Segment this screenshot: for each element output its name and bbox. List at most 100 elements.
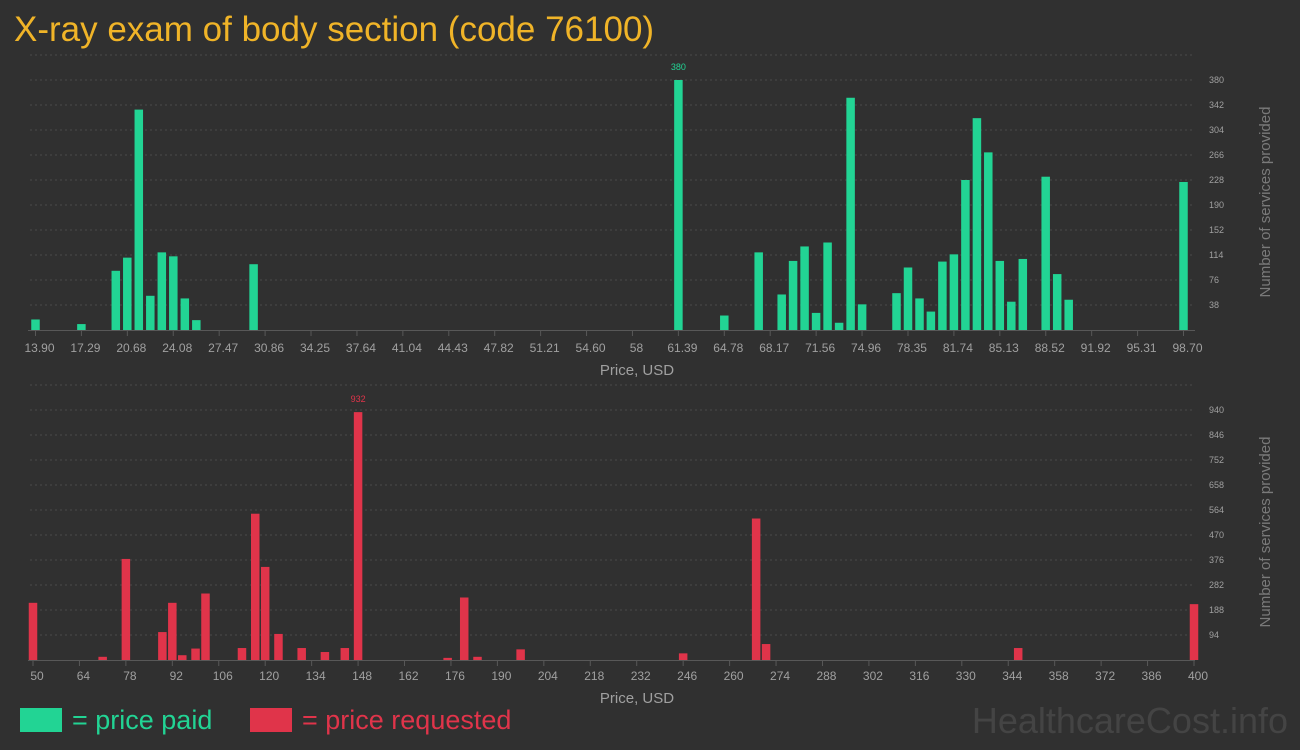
x-tick-label: 34.25 <box>300 341 330 355</box>
x-tick-label: 204 <box>538 669 558 683</box>
x-tick-label: 106 <box>213 669 233 683</box>
x-tick-label: 134 <box>306 669 326 683</box>
y-tick-label: 228 <box>1209 175 1224 185</box>
x-axis-label: Price, USD <box>600 362 674 379</box>
bar <box>459 597 469 660</box>
y-tick-label: 152 <box>1209 225 1224 235</box>
bar <box>720 315 729 330</box>
bar <box>260 566 270 660</box>
watermark: HealthcareCost.info <box>971 700 1288 741</box>
bar <box>903 267 913 330</box>
legend-paid: = price paid <box>20 704 212 736</box>
legend-paid-label: = price paid <box>72 704 213 735</box>
bar <box>961 180 970 330</box>
bar <box>949 254 959 330</box>
bar <box>249 264 258 330</box>
bar <box>1064 299 1073 330</box>
bar <box>320 652 330 660</box>
x-tick-label: 51.21 <box>530 341 560 355</box>
bar <box>995 260 1005 330</box>
x-tick-label: 13.90 <box>24 341 54 355</box>
y-tick-label: 114 <box>1209 250 1223 260</box>
x-tick-label: 148 <box>352 669 372 683</box>
peak-value-label: 932 <box>351 394 366 404</box>
y-axis-label: Number of services provided <box>1257 437 1274 628</box>
bar <box>146 295 155 330</box>
bar <box>754 252 763 330</box>
x-tick-label: 344 <box>1002 669 1022 683</box>
bar <box>788 260 798 330</box>
y-tick-label: 266 <box>1209 150 1224 160</box>
y-tick-label: 846 <box>1209 430 1224 440</box>
x-tick-label: 260 <box>724 669 744 683</box>
bar <box>250 513 260 660</box>
bar <box>123 257 132 330</box>
bar <box>134 109 144 331</box>
bar <box>158 632 167 660</box>
x-tick-label: 372 <box>1095 669 1115 683</box>
bar <box>1018 258 1028 330</box>
x-tick-label: 78 <box>123 669 137 683</box>
x-tick-label: 27.47 <box>208 341 238 355</box>
bar <box>823 242 832 330</box>
x-tick-label: 24.08 <box>162 341 192 355</box>
x-tick-label: 17.29 <box>70 341 100 355</box>
x-tick-label: 47.82 <box>484 341 514 355</box>
bar <box>678 653 688 660</box>
chart-panel-2: 94 188 282 376 470 564 658 752 846 940 50 64 78 92 106… <box>28 384 1274 707</box>
x-tick-label: 20.68 <box>116 341 146 355</box>
bar <box>192 320 201 330</box>
legend-requested-swatch <box>250 708 292 732</box>
x-tick-label: 358 <box>1049 669 1069 683</box>
bar <box>473 656 482 660</box>
y-tick-label: 342 <box>1209 100 1224 110</box>
x-tick-label: 54.60 <box>576 341 606 355</box>
bar <box>1007 301 1016 330</box>
y-tick-label: 658 <box>1209 480 1224 490</box>
y-tick-label: 564 <box>1209 505 1224 515</box>
legend-paid-swatch <box>20 708 62 732</box>
x-tick-label: 120 <box>259 669 279 683</box>
x-tick-label: 162 <box>399 669 419 683</box>
bar <box>1013 648 1023 660</box>
y-tick-label: 940 <box>1209 405 1224 415</box>
x-tick-label: 316 <box>909 669 929 683</box>
bar <box>777 294 786 330</box>
bar <box>168 602 177 660</box>
legend-requested-label: = price requested <box>302 704 512 735</box>
bar <box>761 644 771 660</box>
bar <box>98 656 107 660</box>
x-tick-label: 302 <box>863 669 883 683</box>
bar <box>857 304 867 330</box>
x-tick-label: 50 <box>30 669 44 683</box>
x-tick-label: 400 <box>1188 669 1208 683</box>
bar <box>121 558 131 660</box>
x-tick-label: 274 <box>770 669 790 683</box>
x-tick-label: 74.96 <box>851 341 881 355</box>
x-tick-label: 41.04 <box>392 341 422 355</box>
bar <box>846 97 855 331</box>
x-tick-label: 92 <box>170 669 184 683</box>
bar <box>201 593 210 660</box>
x-tick-label: 330 <box>956 669 976 683</box>
bar <box>926 311 936 330</box>
bar <box>180 298 190 330</box>
bar <box>178 655 187 660</box>
x-tick-label: 190 <box>491 669 511 683</box>
x-tick-label: 58 <box>630 341 644 355</box>
bar <box>800 246 809 330</box>
x-tick-label: 68.17 <box>759 341 789 355</box>
bar <box>892 293 901 330</box>
x-tick-label: 64.78 <box>713 341 743 355</box>
bar <box>169 256 178 330</box>
bar <box>674 80 683 330</box>
bar <box>443 657 452 660</box>
y-tick-label: 376 <box>1209 555 1224 565</box>
y-tick-label: 470 <box>1209 530 1224 540</box>
bar <box>915 298 924 330</box>
bar <box>751 518 761 660</box>
x-tick-label: 71.56 <box>805 341 835 355</box>
bar <box>77 324 86 330</box>
bar <box>1179 181 1188 330</box>
bar <box>353 412 363 660</box>
